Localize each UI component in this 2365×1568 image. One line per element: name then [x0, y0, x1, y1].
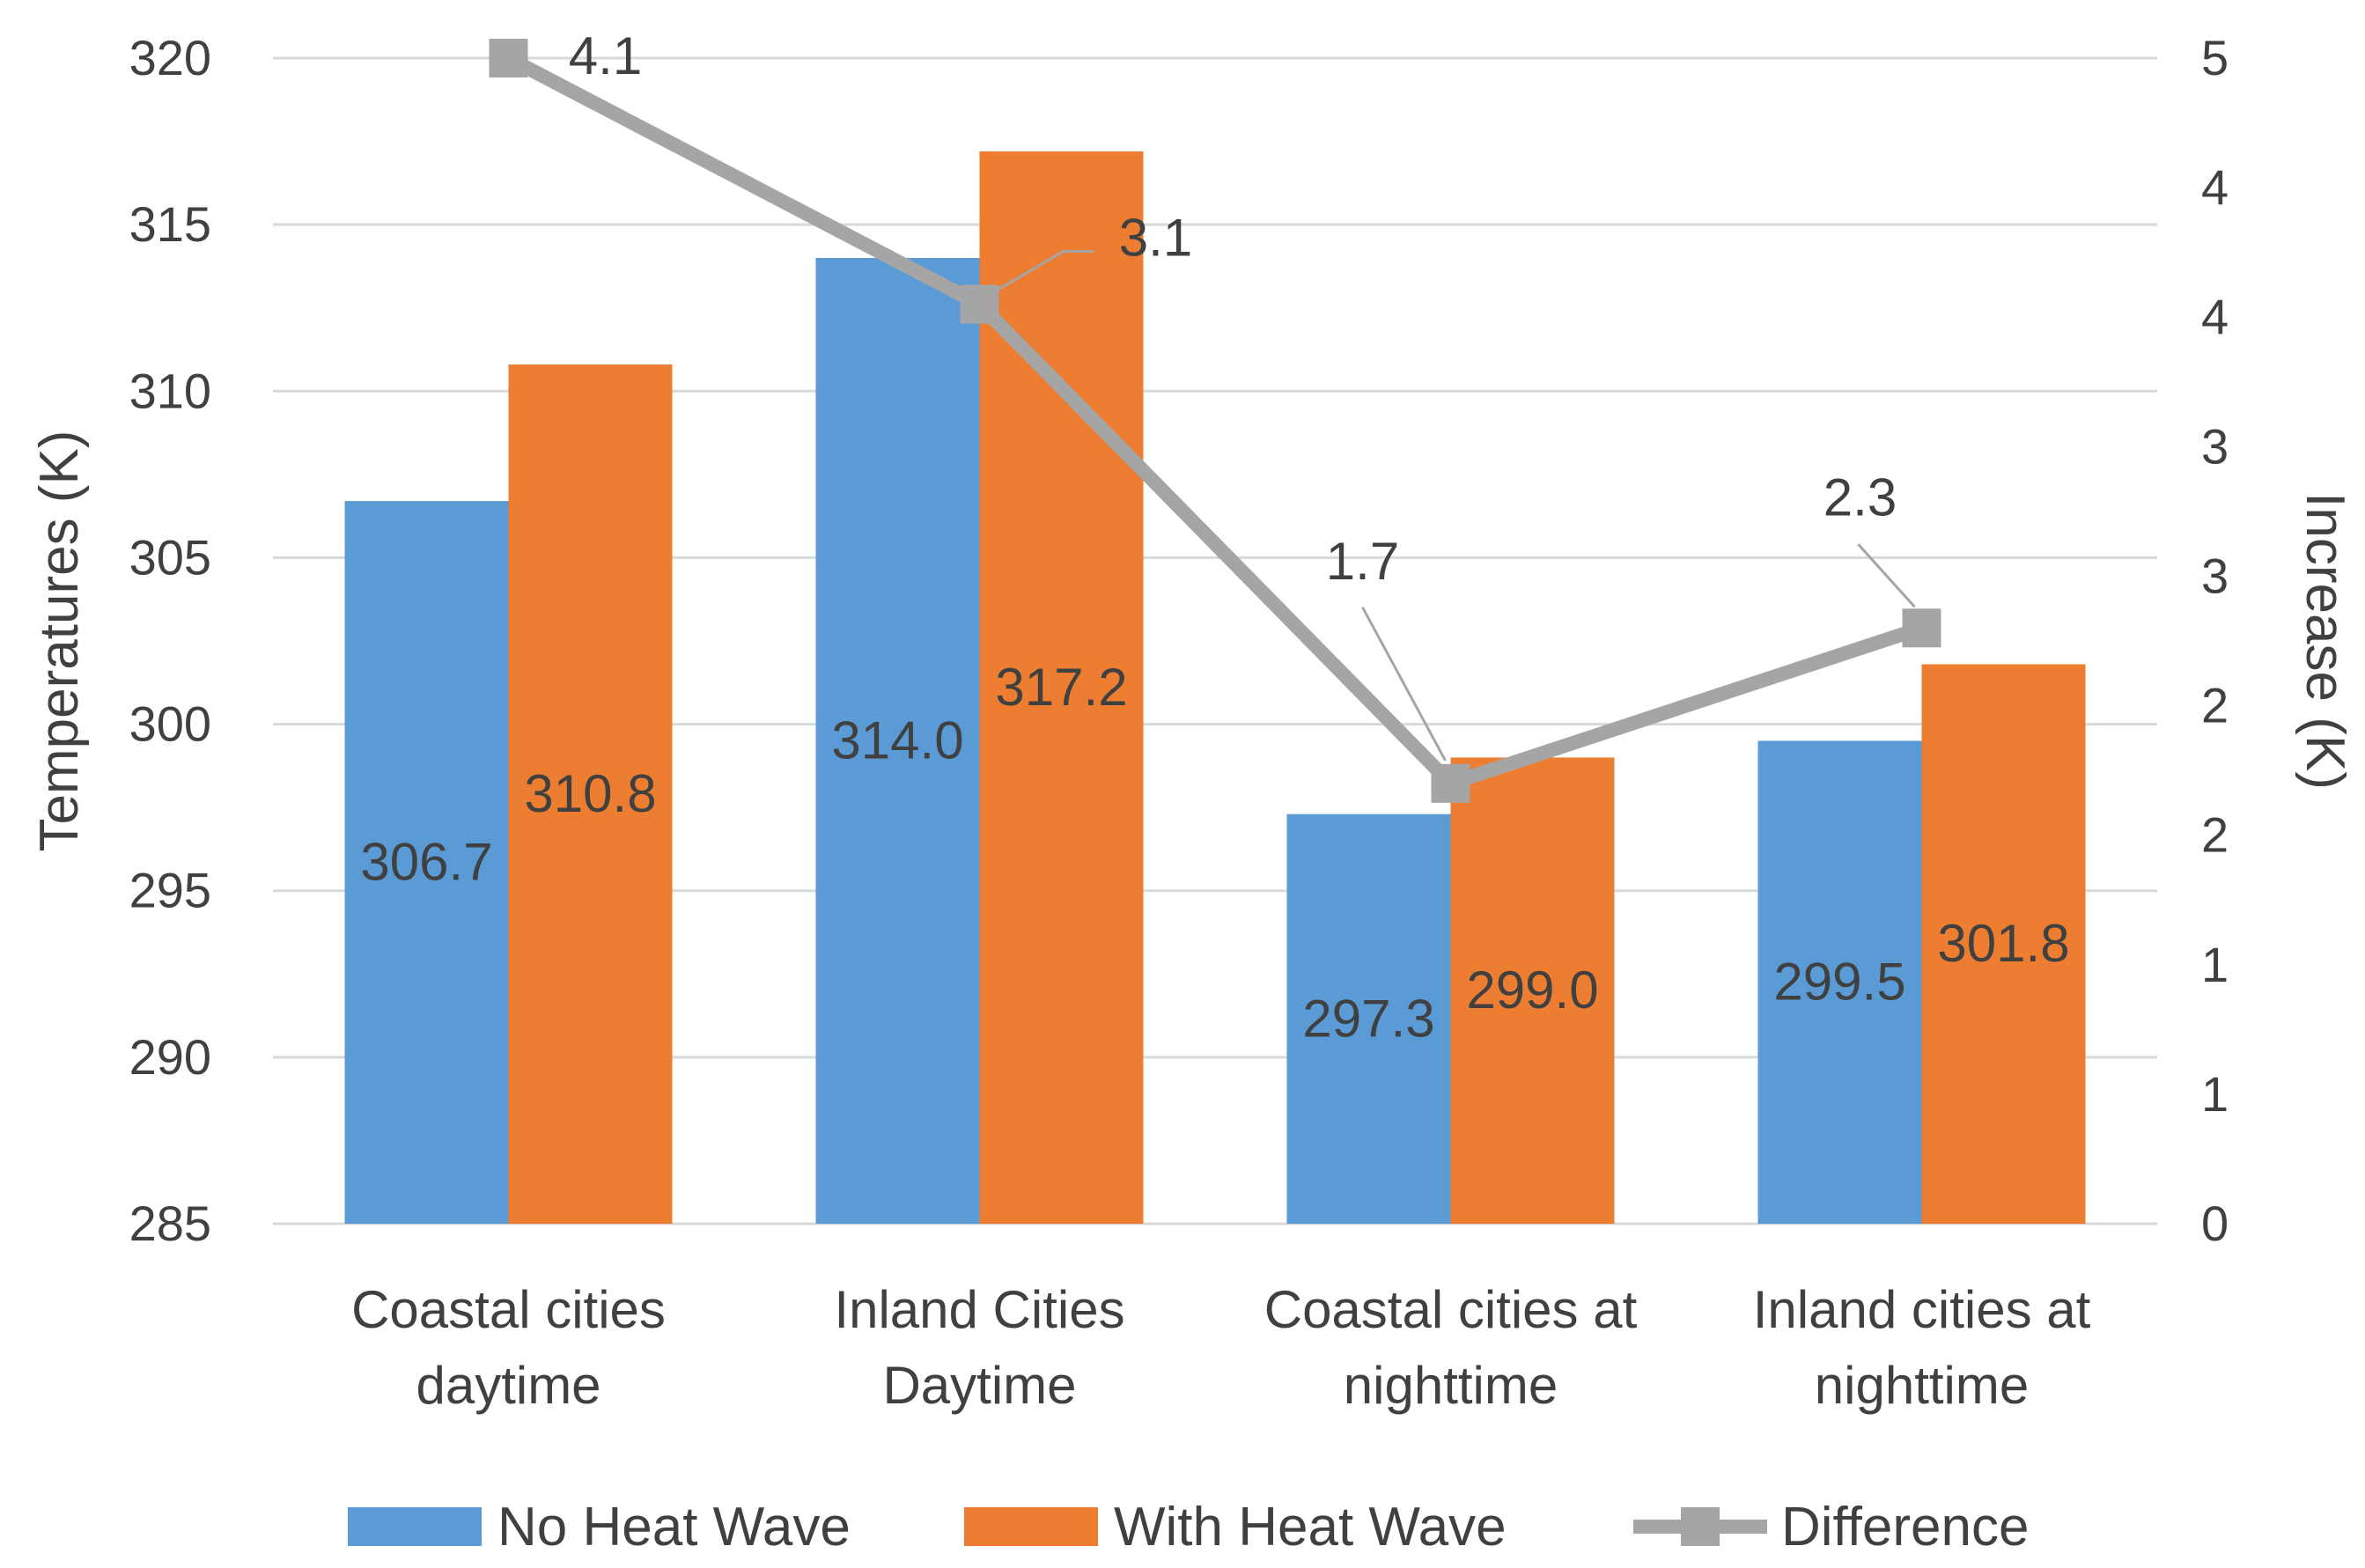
x-tick-label: Inland cities at nighttime: [1753, 1280, 2091, 1415]
legend-item: No Heat Wave: [348, 1497, 851, 1557]
y-tick-label: 285: [129, 1196, 211, 1251]
bar-label-no-heat-wave: 299.5: [1773, 953, 1905, 1012]
bar-no-heat-wave: [344, 501, 509, 1224]
difference-label: 2.3: [1823, 467, 1897, 526]
bar-no-heat-wave: [1757, 740, 1922, 1224]
x-tick-label-line: Coastal cities: [351, 1280, 666, 1339]
bar-no-heat-wave: [815, 257, 980, 1224]
y2-tick-label: 1: [2201, 1066, 2229, 1122]
axes: 285 290 295 300 305 310 315 320 0 1 1 2 2 3 3 4 4 5 Coasta…: [29, 30, 2355, 1415]
difference-marker: [489, 39, 528, 77]
x-tick-label-line: Inland cities at: [1753, 1280, 2091, 1339]
x-tick-label-line: Coastal cities at: [1264, 1280, 1638, 1339]
x-tick-label: Inland Cities Daytime: [834, 1280, 1124, 1415]
difference-line: [489, 39, 1941, 803]
difference-label: 3.1: [1119, 209, 1192, 268]
bar-label-with-heat-wave: 310.8: [524, 764, 656, 823]
bar-label-no-heat-wave: 297.3: [1302, 989, 1434, 1048]
legend: No Heat Wave With Heat Wave Difference: [348, 1497, 2029, 1557]
legend-label: With Heat Wave: [1114, 1497, 1507, 1557]
bar-with-heat-wave: [1450, 757, 1615, 1224]
y2-tick-label: 3: [2201, 418, 2229, 474]
y-tick-label: 295: [129, 863, 211, 918]
y2-tick-label: 5: [2201, 30, 2229, 85]
x-tick-label-line: daytime: [416, 1356, 600, 1415]
y2-tick-label: 2: [2201, 678, 2229, 733]
x-tick-label-line: Daytime: [882, 1356, 1076, 1415]
data-labels: 306.7 314.0 297.3 299.5 310.8 317.2 299.0 301.8…: [360, 26, 2069, 1048]
y-tick-label: 300: [129, 696, 211, 752]
legend-marker: [1681, 1507, 1720, 1546]
y-axis-title: Temperatures (K): [29, 431, 90, 852]
bar-with-heat-wave: [1921, 664, 2086, 1224]
x-tick-label-line: nighttime: [1815, 1356, 2029, 1415]
y2-tick-label: 1: [2201, 937, 2229, 992]
x-tick-label-line: nighttime: [1344, 1356, 1558, 1415]
y-tick-label: 320: [129, 30, 211, 85]
difference-marker: [1431, 763, 1470, 803]
bar-label-no-heat-wave: 306.7: [360, 833, 492, 892]
difference-label-leader: [1857, 543, 1916, 608]
y2-axis-title: Increase (K): [2295, 492, 2355, 790]
legend-swatch: [964, 1507, 1098, 1546]
y2-tick-label: 3: [2201, 548, 2229, 603]
bar-label-with-heat-wave: 299.0: [1466, 961, 1598, 1020]
y2-tick-label: 2: [2201, 807, 2229, 863]
difference-label: 1.7: [1326, 532, 1399, 591]
legend-label: Difference: [1781, 1497, 2029, 1557]
y2-tick-label: 4: [2201, 159, 2229, 215]
y2-tick-label: 4: [2201, 289, 2229, 344]
difference-label-leader: [1361, 607, 1447, 762]
difference-marker: [1902, 608, 1941, 648]
difference-line-path: [505, 51, 1925, 791]
x-tick-label-line: Inland Cities: [834, 1280, 1124, 1339]
difference-label-leader: [987, 250, 1094, 297]
difference-marker: [960, 284, 999, 324]
y2-tick-label: 0: [2201, 1196, 2229, 1251]
y-tick-label: 310: [129, 363, 211, 418]
legend-item: With Heat Wave: [964, 1497, 1507, 1557]
y-tick-label: 315: [129, 196, 211, 252]
bar-label-with-heat-wave: 317.2: [995, 658, 1127, 717]
legend-item: Difference: [1633, 1497, 2029, 1557]
bar-label-no-heat-wave: 314.0: [831, 710, 963, 769]
y-tick-label: 305: [129, 529, 211, 585]
bars: [344, 151, 2086, 1225]
bar-label-with-heat-wave: 301.8: [1937, 914, 2069, 973]
x-tick-label: Coastal cities daytime: [351, 1280, 666, 1415]
y-tick-label: 290: [129, 1029, 211, 1085]
bar-with-heat-wave: [508, 364, 673, 1225]
difference-label: 4.1: [569, 26, 642, 85]
legend-label: No Heat Wave: [497, 1497, 851, 1557]
bar-no-heat-wave: [1286, 813, 1451, 1224]
x-tick-label: Coastal cities at nighttime: [1264, 1280, 1638, 1415]
legend-swatch: [348, 1507, 482, 1546]
